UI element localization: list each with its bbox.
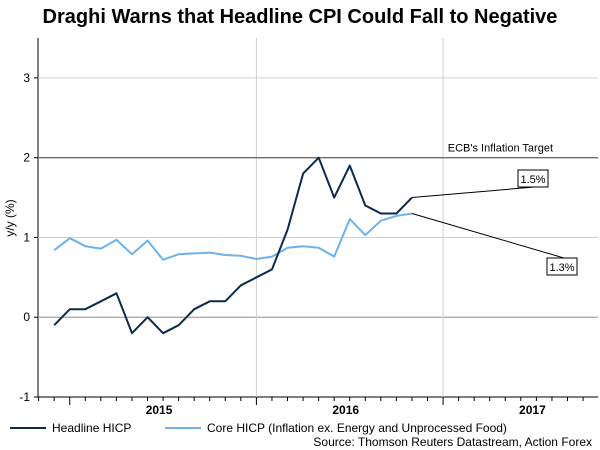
y-tick-label: 1 — [23, 230, 30, 244]
inflation-target-label: ECB's Inflation Target — [448, 143, 553, 155]
core-callout-label: 1.3% — [549, 262, 574, 274]
headline-callout-label: 1.5% — [520, 174, 545, 186]
x-tick-label: 2016 — [332, 403, 359, 417]
chart-title: Draghi Warns that Headline CPI Could Fal… — [42, 6, 558, 28]
y-tick-label: 3 — [23, 71, 30, 85]
legend-label-headline: Headline HICP — [52, 421, 131, 435]
source-note: Source: Thomson Reuters Datastream, Acti… — [313, 435, 592, 449]
legend-label-core: Core HICP (Inflation ex. Energy and Unpr… — [207, 421, 507, 435]
x-tick-label: 2015 — [146, 403, 173, 417]
core-hicp-line — [53, 212, 413, 261]
x-tick-label: 2017 — [519, 403, 546, 417]
headline-callout-box — [517, 169, 549, 188]
core-callout-box — [546, 257, 578, 276]
headline-callout-leader — [411, 185, 547, 199]
y-axis-label: y/y (%) — [3, 199, 17, 236]
headline-hicp-line — [53, 156, 413, 335]
y-tick-label: 2 — [23, 151, 30, 165]
y-tick-label: 0 — [23, 310, 30, 324]
y-tick-label: -1 — [19, 390, 30, 404]
core-callout-leader — [411, 213, 565, 259]
